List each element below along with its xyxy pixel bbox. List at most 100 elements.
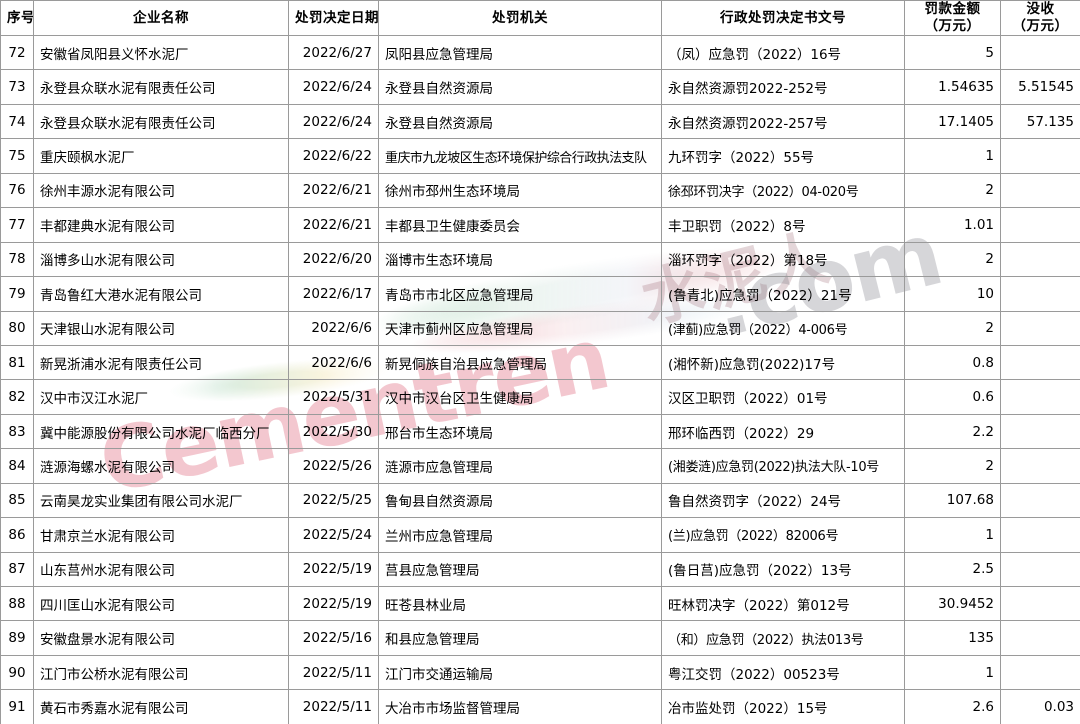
- cell-index: 86: [0, 517, 34, 553]
- cell-company: 永登县众联水泥有限责任公司: [33, 69, 289, 105]
- cell-confiscate: [1000, 620, 1080, 656]
- cell-confiscate: [1000, 379, 1080, 415]
- cell-company: 云南昊龙实业集团有限公司水泥厂: [33, 482, 289, 519]
- table-row[interactable]: 78 淄博多山水泥有限公司 2022/6/20 淄博市生态环境局 淄环罚字（2022）第…: [0, 241, 1080, 278]
- table-row[interactable]: 81 新晃浙浦水泥有限责任公司 2022/6/6 新晃侗族自治县应急管理局 (湘怀新)应…: [0, 344, 1080, 381]
- cell-agency: 凤阳县应急管理局: [378, 34, 662, 71]
- table-row[interactable]: 83 冀中能源股份有限公司水泥厂临西分厂 2022/5/30 邢台市生态环境局 邢环临西…: [0, 413, 1080, 450]
- cell-date: 2022/6/22: [288, 138, 379, 174]
- column-header-company-label: 企业名称: [133, 9, 189, 26]
- column-header-confiscate-unit: （万元）: [1012, 18, 1069, 34]
- column-header-confiscate: 没收 （万元）: [1000, 0, 1080, 36]
- cell-confiscate: [1000, 276, 1080, 312]
- cell-index: 78: [0, 241, 34, 278]
- cell-date: 2022/5/19: [288, 585, 379, 622]
- cell-index: 89: [0, 620, 34, 656]
- cell-agency: 江门市交通运输局: [378, 654, 662, 691]
- cell-doc-number: 永自然资源罚2022-252号: [661, 69, 905, 105]
- cell-index: 73: [0, 69, 34, 105]
- cell-doc-number: (兰)应急罚（2022）82006号: [661, 517, 905, 553]
- cell-company: 冀中能源股份有限公司水泥厂临西分厂: [33, 413, 289, 450]
- cell-confiscate: [1000, 448, 1080, 484]
- cell-date: 2022/6/24: [288, 69, 379, 105]
- cell-doc-number: 冶市监处罚（2022）15号: [661, 689, 905, 724]
- cell-confiscate: [1000, 413, 1080, 450]
- cell-date: 2022/6/21: [288, 207, 379, 243]
- table-row[interactable]: 79 青岛鲁红大港水泥有限公司 2022/6/17 青岛市市北区应急管理局 (鲁青北)应…: [0, 276, 1080, 312]
- table-row[interactable]: 72 安徽省凤阳县义怀水泥厂 2022/6/27 凤阳县应急管理局 （凤）应急罚（202…: [0, 34, 1080, 71]
- cell-fine: 2: [904, 172, 1001, 209]
- table-header-row: 序号 企业名称 处罚决定日期 处罚机关 行政处罚决定书文号 罚款金额 （万元）: [0, 0, 1080, 36]
- cell-confiscate: [1000, 482, 1080, 519]
- cell-doc-number: (湘娄涟)应急罚(2022)执法大队-10号: [661, 448, 905, 484]
- cell-company: 山东莒州水泥有限公司: [33, 551, 289, 588]
- cell-agency: 重庆市九龙坡区生态环境保护综合行政执法支队: [378, 138, 662, 174]
- cell-confiscate: 0.03: [1000, 689, 1080, 724]
- cell-confiscate: [1000, 34, 1080, 71]
- cell-fine: 1: [904, 654, 1001, 691]
- cell-date: 2022/6/20: [288, 241, 379, 278]
- table-row[interactable]: 91 黄石市秀嘉水泥有限公司 2022/5/11 大冶市市场监督管理局 冶市监处罚（20…: [0, 689, 1080, 724]
- cell-company: 涟源海螺水泥有限公司: [33, 448, 289, 484]
- cell-company: 新晃浙浦水泥有限责任公司: [33, 344, 289, 381]
- cell-fine: 0.6: [904, 379, 1001, 415]
- column-header-fine-unit: （万元）: [924, 18, 981, 34]
- cell-fine: 135: [904, 620, 1001, 656]
- table-row[interactable]: 77 丰都建典水泥有限公司 2022/6/21 丰都县卫生健康委员会 丰卫职罚（2022…: [0, 207, 1080, 243]
- column-header-date: 处罚决定日期: [288, 0, 379, 36]
- cell-fine: 1: [904, 138, 1001, 174]
- cell-fine: 1: [904, 517, 1001, 553]
- column-header-confiscate-label: 没收: [1026, 1, 1055, 18]
- cell-doc-number: (津蓟)应急罚（2022）4-006号: [661, 310, 905, 346]
- cell-fine: 107.68: [904, 482, 1001, 519]
- column-header-index: 序号: [0, 0, 34, 36]
- cell-doc-number: 丰卫职罚（2022）8号: [661, 207, 905, 243]
- table-row[interactable]: 74 永登县众联水泥有限责任公司 2022/6/24 永登县自然资源局 永自然资源罚20…: [0, 103, 1080, 140]
- cell-fine: 2.2: [904, 413, 1001, 450]
- cell-date: 2022/6/24: [288, 103, 379, 140]
- table-row[interactable]: 76 徐州丰源水泥有限公司 2022/6/21 徐州市邳州生态环境局 徐邳环罚决字（20…: [0, 172, 1080, 209]
- cell-date: 2022/5/26: [288, 448, 379, 484]
- cell-date: 2022/6/6: [288, 310, 379, 346]
- table-row[interactable]: 90 江门市公桥水泥有限公司 2022/5/11 江门市交通运输局 粤江交罚（2022）…: [0, 654, 1080, 691]
- cell-fine: 0.8: [904, 344, 1001, 381]
- cell-agency: 汉中市汉台区卫生健康局: [378, 379, 662, 415]
- cell-date: 2022/5/30: [288, 413, 379, 450]
- table-row[interactable]: 73 永登县众联水泥有限责任公司 2022/6/24 永登县自然资源局 永自然资源罚20…: [0, 69, 1080, 105]
- cell-agency: 天津市蓟州区应急管理局: [378, 310, 662, 346]
- table-row[interactable]: 87 山东莒州水泥有限公司 2022/5/19 莒县应急管理局 (鲁日莒)应急罚（202…: [0, 551, 1080, 588]
- cell-company: 重庆颐枫水泥厂: [33, 138, 289, 174]
- table-row[interactable]: 82 汉中市汉江水泥厂 2022/5/31 汉中市汉台区卫生健康局 汉区卫职罚（2022…: [0, 379, 1080, 415]
- cell-index: 90: [0, 654, 34, 691]
- table-row[interactable]: 84 涟源海螺水泥有限公司 2022/5/26 涟源市应急管理局 (湘娄涟)应急罚(20…: [0, 448, 1080, 484]
- cell-company: 淄博多山水泥有限公司: [33, 241, 289, 278]
- cell-date: 2022/5/25: [288, 482, 379, 519]
- cell-confiscate: [1000, 241, 1080, 278]
- cell-agency: 兰州市应急管理局: [378, 517, 662, 553]
- table-row[interactable]: 89 安徽盘景水泥有限公司 2022/5/16 和县应急管理局 （和）应急罚（2022）…: [0, 620, 1080, 656]
- cell-confiscate: [1000, 344, 1080, 381]
- cell-doc-number: 邢环临西罚（2022）29: [661, 413, 905, 450]
- cell-company: 永登县众联水泥有限责任公司: [33, 103, 289, 140]
- cell-doc-number: （和）应急罚（2022）执法013号: [661, 620, 905, 656]
- table-row[interactable]: 75 重庆颐枫水泥厂 2022/6/22 重庆市九龙坡区生态环境保护综合行政执法支队九…: [0, 138, 1080, 174]
- cell-date: 2022/5/19: [288, 551, 379, 588]
- cell-doc-number: （凤）应急罚（2022）16号: [661, 34, 905, 71]
- cell-confiscate: [1000, 654, 1080, 691]
- cell-confiscate: [1000, 585, 1080, 622]
- column-header-fine-label: 罚款金额: [924, 1, 981, 18]
- cell-index: 82: [0, 379, 34, 415]
- cell-fine: 1.54635: [904, 69, 1001, 105]
- column-header-date-label: 处罚决定日期: [295, 9, 379, 26]
- cell-index: 84: [0, 448, 34, 484]
- cell-date: 2022/6/27: [288, 34, 379, 71]
- table-row[interactable]: 86 甘肃京兰水泥有限公司 2022/5/24 兰州市应急管理局 (兰)应急罚（2022…: [0, 517, 1080, 553]
- cell-index: 87: [0, 551, 34, 588]
- table-row[interactable]: 80 天津银山水泥有限公司 2022/6/6 天津市蓟州区应急管理局 (津蓟)应急罚（2…: [0, 310, 1080, 346]
- table-row[interactable]: 85 云南昊龙实业集团有限公司水泥厂 2022/5/25 鲁甸县自然资源局 鲁自然资罚字…: [0, 482, 1080, 519]
- table-row[interactable]: 88 四川匡山水泥有限公司 2022/5/19 旺苍县林业局 旺林罚决字（2022）第0…: [0, 585, 1080, 622]
- cell-agency: 邢台市生态环境局: [378, 413, 662, 450]
- cell-index: 85: [0, 482, 34, 519]
- cell-fine: 10: [904, 276, 1001, 312]
- cell-agency: 鲁甸县自然资源局: [378, 482, 662, 519]
